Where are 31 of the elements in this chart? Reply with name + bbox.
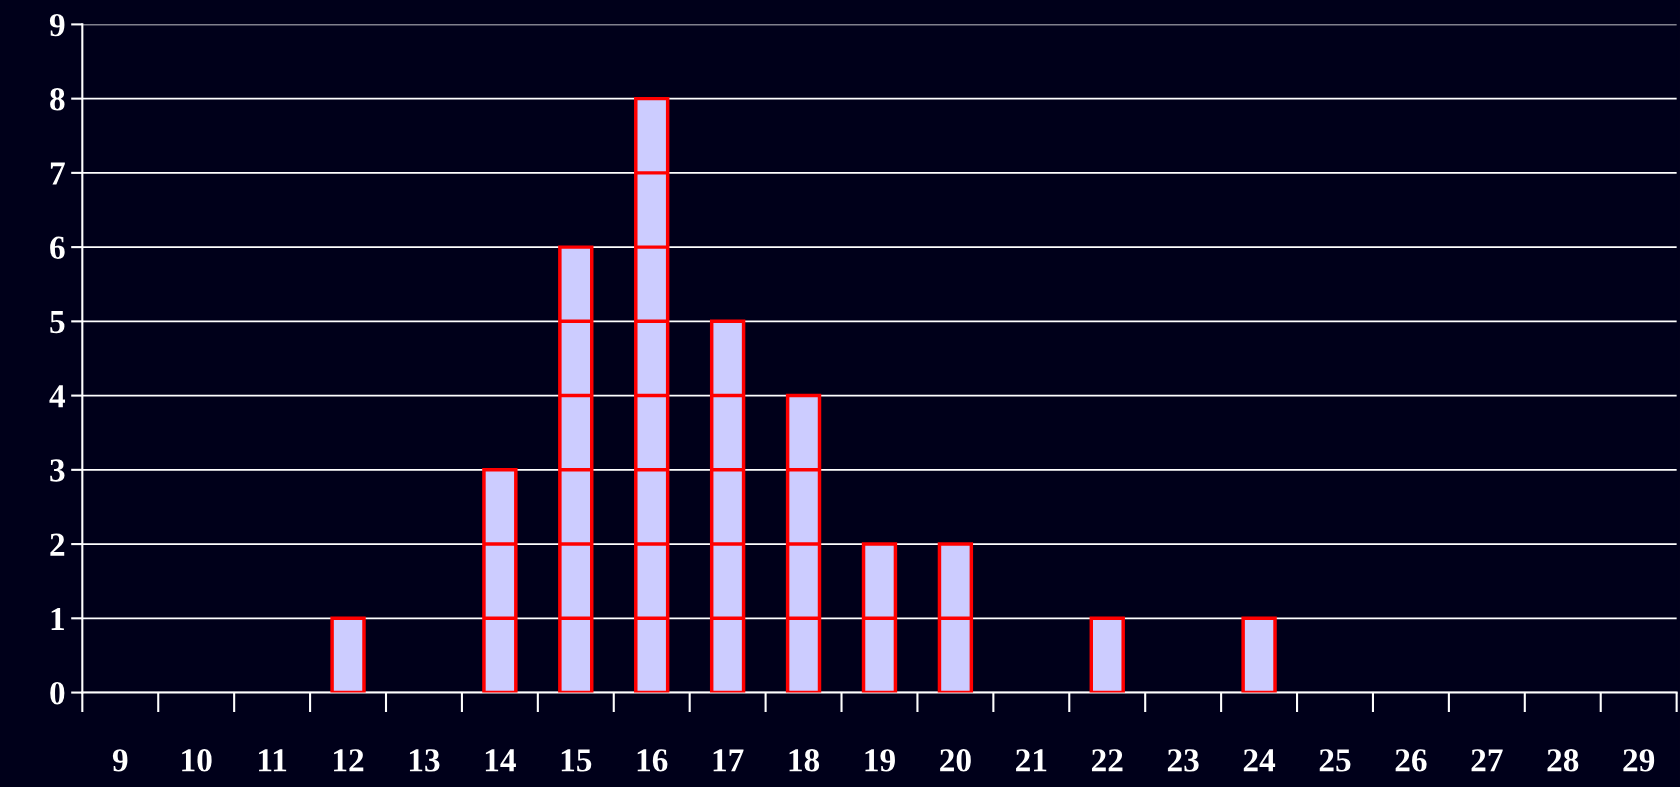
y-tick-label: 8 xyxy=(50,88,65,111)
x-tick-label: 27 xyxy=(1471,749,1503,772)
x-tick-label: 13 xyxy=(409,749,440,772)
y-tick-label: 5 xyxy=(50,311,65,334)
x-tick-label: 15 xyxy=(561,749,592,772)
x-tick-label: 14 xyxy=(485,749,516,772)
x-tick-label: 18 xyxy=(789,749,820,772)
y-tick-label: 6 xyxy=(50,236,65,260)
y-tick-label: 4 xyxy=(49,385,66,408)
x-tick-label: 21 xyxy=(1016,749,1047,772)
y-tick-label: 1 xyxy=(51,607,64,630)
x-tick-label: 26 xyxy=(1395,749,1427,772)
x-tick-label: 19 xyxy=(865,749,895,772)
x-tick-label: 9 xyxy=(112,749,128,772)
x-tick-label: 20 xyxy=(940,749,971,772)
x-tick-label: 28 xyxy=(1547,749,1579,772)
x-tick-label: 22 xyxy=(1091,749,1123,772)
x-tick-label: 24 xyxy=(1243,749,1276,772)
x-tick-label: 29 xyxy=(1623,749,1655,772)
x-tick-label: 25 xyxy=(1319,749,1351,772)
x-tick-label: 11 xyxy=(259,749,287,772)
x-tick-label: 17 xyxy=(713,749,744,772)
y-tick-label: 9 xyxy=(49,13,65,37)
y-tick-label: 2 xyxy=(50,533,65,556)
x-tick-label: 23 xyxy=(1167,749,1199,772)
x-tick-label: 10 xyxy=(182,749,212,772)
x-tick-label: 12 xyxy=(334,749,364,772)
y-tick-label: 3 xyxy=(50,459,65,482)
x-tick-label: 16 xyxy=(637,749,668,772)
y-tick-label: 0 xyxy=(50,681,65,705)
y-tick-label: 7 xyxy=(50,162,65,185)
